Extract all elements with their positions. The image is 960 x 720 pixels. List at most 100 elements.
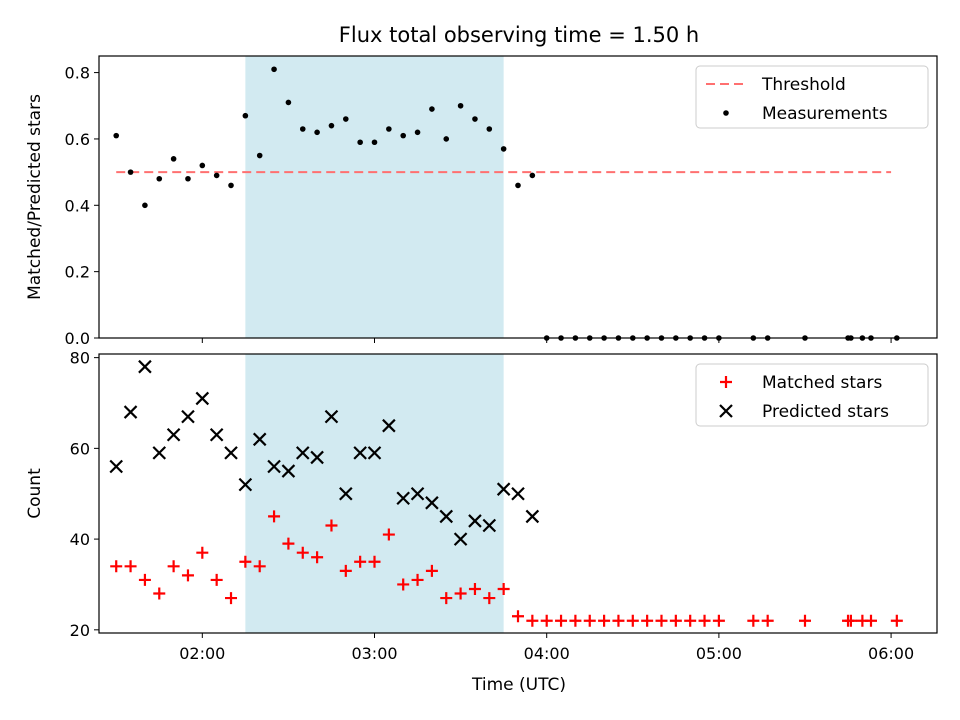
measurement-point	[185, 175, 191, 182]
matched-point	[167, 560, 180, 573]
predicted-point	[367, 446, 382, 460]
axes-frame	[98, 55, 938, 339]
predicted-point	[209, 427, 224, 442]
matched-point	[698, 614, 711, 627]
measurement-point	[285, 99, 292, 106]
y-tick-label: 0.0	[65, 329, 90, 348]
predicted-point	[439, 509, 454, 524]
measurement-point	[848, 335, 854, 341]
matched-point	[655, 614, 668, 627]
measurement-point	[400, 132, 407, 139]
matched-point	[124, 560, 137, 573]
matched-point	[747, 614, 760, 627]
measurement-point	[868, 335, 874, 341]
matched-point	[382, 528, 395, 541]
measurement-point	[343, 116, 349, 122]
predicted-point	[109, 459, 123, 474]
measurement-point	[242, 112, 249, 119]
legend-label: Threshold	[761, 75, 846, 95]
measurement-point	[457, 102, 464, 109]
measurement-point	[371, 139, 378, 146]
legend-label: Matched stars	[762, 373, 882, 393]
matched-point	[397, 578, 410, 591]
x-tick-label: 06:00	[868, 644, 914, 663]
matched-point	[196, 546, 209, 559]
predicted-point	[195, 391, 210, 406]
legend-label: Predicted stars	[762, 402, 889, 422]
legend: Threshold Measurements	[695, 65, 929, 129]
matched-point	[181, 569, 194, 582]
measurement-point	[299, 126, 306, 132]
y-tick-label: 60	[70, 439, 90, 458]
x-tick-label: 04:00	[524, 644, 570, 663]
matched-point	[425, 564, 438, 577]
matched-point	[669, 614, 682, 627]
measurement-point	[764, 335, 771, 341]
matched-point	[761, 614, 774, 627]
measurement-point	[572, 335, 579, 341]
matched-point	[497, 582, 510, 595]
figure-title: Flux total observing time = 1.50 h	[339, 23, 699, 47]
matched-point	[864, 614, 877, 627]
measurement-point	[750, 335, 757, 341]
measurement-point	[500, 146, 507, 152]
predicted-point	[425, 496, 439, 510]
predicted-point	[382, 418, 396, 433]
measurement-point	[113, 132, 120, 139]
legend-measurement-swatch	[723, 110, 729, 116]
measurement-point	[314, 129, 320, 136]
matched-point	[526, 614, 539, 627]
shaded-interval	[245, 354, 504, 633]
measurement-point	[673, 335, 679, 341]
measurement-point	[687, 335, 693, 341]
matched-point	[368, 555, 381, 568]
predicted-point	[181, 409, 195, 424]
measurement-point	[701, 335, 708, 341]
matched-point	[483, 592, 496, 605]
predicted-point	[138, 359, 152, 374]
matched-point	[225, 592, 238, 605]
predicted-point	[295, 446, 310, 460]
bottom-panel: 20 40 60 80 02:00 03:00 04:00 05:00 06:00 Count Ma…	[25, 349, 938, 663]
y-tick-label: 0.2	[65, 263, 90, 282]
measurement-point	[328, 122, 335, 129]
predicted-point	[281, 464, 296, 478]
predicted-point	[353, 446, 367, 460]
measurement-point	[213, 172, 220, 179]
measurement-point	[228, 182, 234, 189]
matched-point	[110, 560, 123, 573]
measurement-point	[199, 162, 206, 169]
matched-point	[339, 564, 352, 577]
measurement-point	[357, 139, 363, 146]
matched-point	[311, 551, 324, 564]
predicted-point	[152, 446, 167, 460]
matched-point	[296, 546, 309, 559]
measurement-point	[515, 182, 521, 189]
matched-point	[798, 614, 811, 627]
predicted-point	[396, 491, 410, 506]
measurement-point	[472, 116, 478, 122]
legend-box	[695, 65, 929, 129]
y-axis-label: Matched/Predicted stars	[25, 94, 45, 300]
measurement-point	[859, 335, 866, 341]
measurement-point	[894, 335, 900, 341]
measurement-point	[414, 129, 421, 136]
matched-point	[555, 614, 568, 627]
predicted-point	[267, 459, 281, 474]
matched-point	[684, 614, 697, 627]
matched-point	[454, 587, 467, 600]
legend-matched-swatch	[720, 376, 732, 388]
y-tick-label: 40	[70, 530, 90, 549]
y-tick-label: 0.8	[65, 64, 90, 83]
predicted-point	[224, 446, 238, 460]
shaded-interval	[245, 56, 504, 338]
measurement-point	[127, 169, 134, 175]
matched-point	[890, 614, 903, 627]
matched-point	[468, 582, 481, 595]
predicted-point	[252, 432, 267, 447]
measurement-point	[716, 335, 722, 341]
matched-point	[239, 555, 252, 568]
axes-frame	[98, 353, 938, 634]
y-tick-label: 20	[70, 621, 90, 640]
